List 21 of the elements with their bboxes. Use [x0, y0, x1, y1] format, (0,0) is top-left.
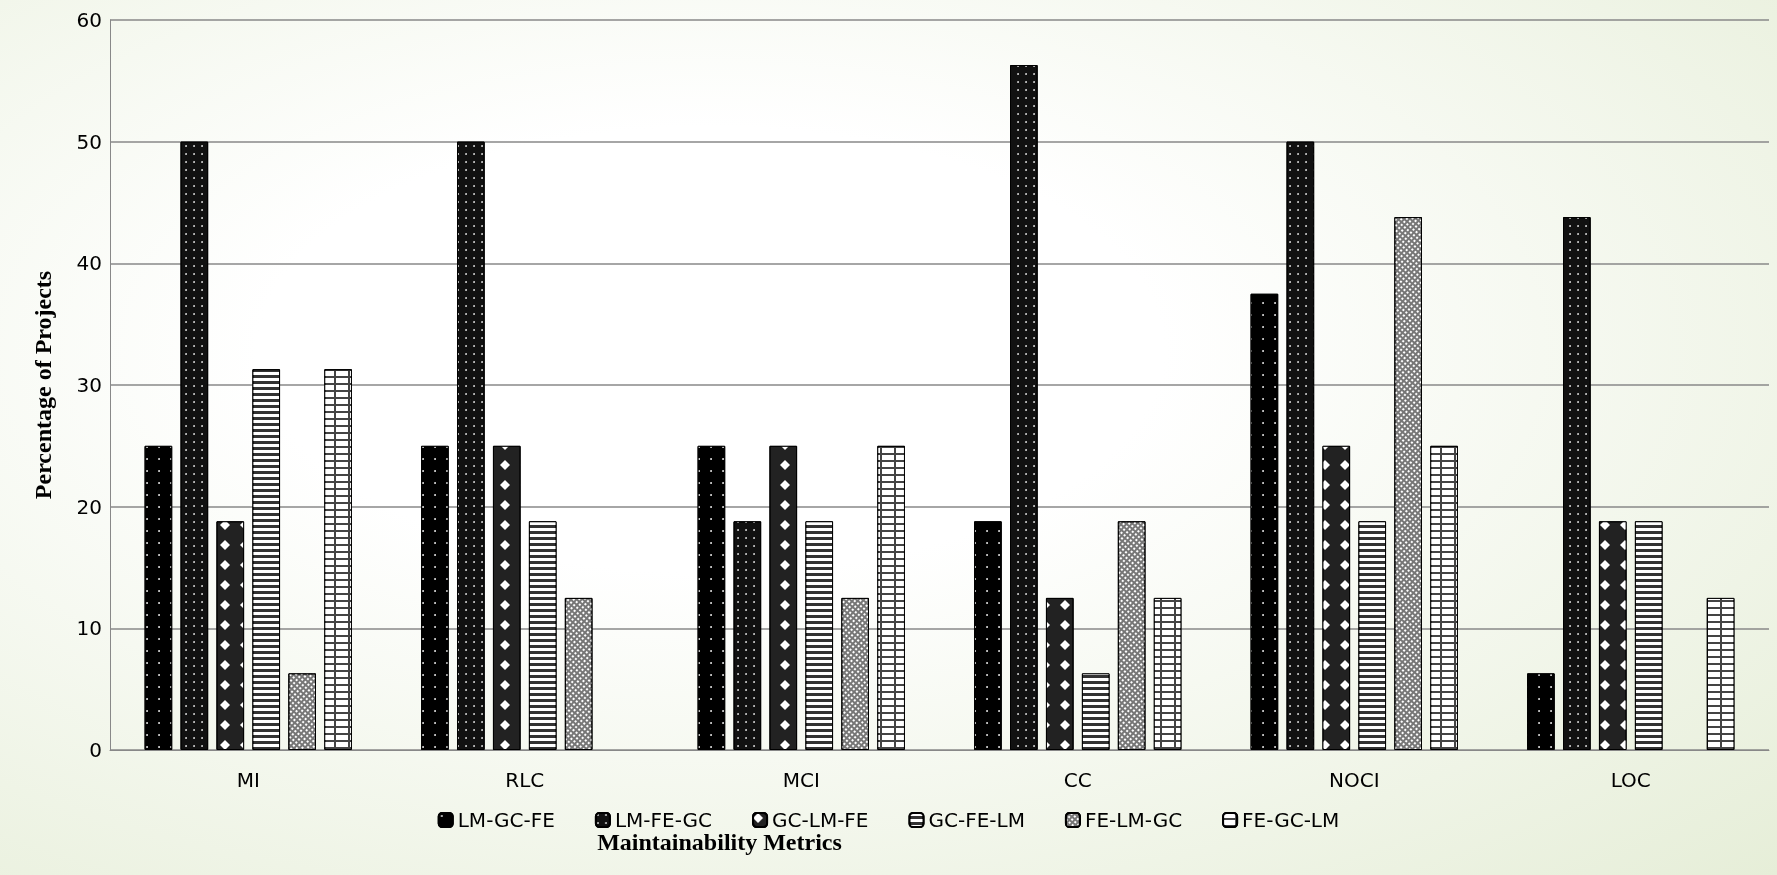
y-tick-label: 10 — [76, 616, 102, 641]
legend-label: FE-LM-GC — [1084, 808, 1183, 832]
x-tick-label: MCI — [782, 768, 820, 792]
x-tick-label: NOCI — [1328, 768, 1380, 792]
y-tick-label: 0 — [89, 738, 102, 762]
y-tick-label: 40 — [76, 251, 102, 276]
x-axis-title: Maintainability Metrics — [597, 829, 842, 855]
legend-label: LM-FE-GC — [614, 808, 713, 832]
legend-label: GC-LM-FE — [772, 808, 869, 832]
x-tick-label: MI — [236, 768, 260, 792]
y-tick-label: 20 — [76, 494, 102, 519]
legend-label: FE-GC-LM — [1242, 808, 1340, 832]
x-tick-label: LOC — [1610, 768, 1651, 792]
legend-label: LM-GC-FE — [457, 808, 555, 832]
y-tick-label: 50 — [76, 129, 102, 154]
legend-label: GC-FE-LM — [928, 808, 1025, 832]
y-axis-title: Percentage of Projects — [30, 270, 56, 500]
x-tick-label: CC — [1063, 768, 1092, 792]
y-tick-label: 60 — [76, 8, 102, 32]
x-tick-label: RLC — [505, 768, 545, 792]
y-tick-label: 30 — [76, 373, 102, 397]
